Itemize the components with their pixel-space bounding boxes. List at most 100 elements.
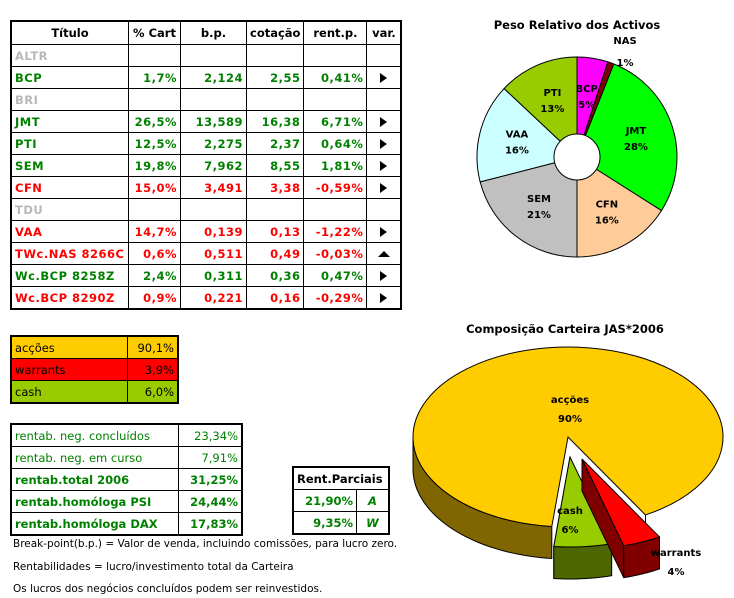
composition-label: warrants — [10, 358, 128, 381]
cell-pct-cart: 12,5% — [128, 132, 181, 155]
rentability-row: rentab. neg. concluídos 23,34% — [10, 423, 243, 447]
cell-cotacao: 8,55 — [245, 154, 305, 177]
pie1-label-value: 5% — [578, 100, 595, 111]
partial-value: 21,90% — [292, 489, 357, 512]
composition-value: 6,0% — [127, 380, 179, 404]
pie1-slice-cfn — [576, 156, 663, 258]
table-row: BRI — [10, 88, 402, 111]
composition-row: cash 6,0% — [10, 380, 179, 404]
note-lucros: Os lucros dos negócios concluídos podem … — [13, 583, 323, 595]
cell-bp: 0,311 — [180, 264, 247, 287]
cell-bp: 0,139 — [180, 220, 247, 243]
pie1-label-value: 28% — [624, 142, 648, 153]
pie2-slice-acoes — [412, 346, 724, 528]
cell-var — [366, 176, 402, 199]
cell-bp: 2,124 — [180, 66, 247, 89]
cell-pct-cart: 2,4% — [128, 264, 181, 287]
pie1-label-value: 13% — [540, 104, 564, 115]
pie1-label-category: JMT — [625, 126, 647, 137]
table-row: CFN 15,0% 3,491 3,38 -0,59% — [10, 176, 402, 199]
pie2-side-cash — [553, 543, 613, 580]
rentability-value: 17,83% — [178, 512, 243, 536]
triangle-right-icon — [380, 73, 388, 83]
pie1-slice-vaa — [476, 87, 579, 183]
pie2-slice-warrants — [581, 458, 661, 547]
pie1-slice-jmt — [576, 63, 678, 212]
triangle-right-icon — [380, 271, 388, 281]
composition-row: acções 90,1% — [10, 335, 179, 359]
cell-pct-cart: 15,0% — [128, 176, 181, 199]
rentability-value: 31,25% — [178, 468, 243, 491]
table-row: Wc.BCP 8258Z 2,4% 0,311 0,36 0,47% — [10, 264, 402, 287]
pie1-slice-sem — [479, 156, 578, 258]
table-row: PTI 12,5% 2,275 2,37 0,64% — [10, 132, 402, 155]
cell-bp: 2,275 — [180, 132, 247, 155]
cell-pct-cart: 14,7% — [128, 220, 181, 243]
composition-table: acções 90,1% warrants 3,9% cash 6,0% — [10, 335, 179, 404]
pie1-label-value: 1% — [617, 58, 634, 69]
rentability-row: rentab.homóloga DAX 17,83% — [10, 512, 243, 536]
rentability-table: rentab. neg. concluídos 23,34% rentab. neg… — [10, 423, 243, 536]
pie1-label-value: 16% — [505, 146, 529, 157]
pie2-label-value: 6% — [562, 525, 579, 536]
table-row: Wc.BCP 8290Z 0,9% 0,221 0,16 -0,29% — [10, 286, 402, 310]
cell-rent-p: -1,22% — [303, 220, 368, 243]
pie2-label-category: warrants — [651, 548, 701, 559]
triangle-right-icon — [380, 161, 388, 171]
pie1-label-category: PTI — [543, 88, 561, 99]
pie2-label-value: 4% — [668, 567, 685, 578]
pie2-title: Composição Carteira JAS*2006 — [466, 322, 664, 336]
cell-cotacao: 16,38 — [245, 110, 305, 133]
pie1-label-value: 21% — [527, 210, 551, 221]
pie2-label-value: 90% — [558, 414, 582, 425]
rentability-row: rentab.homóloga PSI 24,44% — [10, 490, 243, 513]
cell-bp: 3,491 — [180, 176, 247, 199]
pie2-label-category: cash — [557, 506, 583, 517]
table-row: TWc.NAS 8266C 0,6% 0,511 0,49 -0,03% — [10, 242, 402, 265]
pie1-chart: BCP 5% NAS 1% JMT 28% CFN 16% SEM 21% VAA 16% PTI 13% — [476, 36, 678, 258]
partial-row: 21,90% A — [292, 489, 390, 512]
cell-title: TDU — [10, 198, 129, 221]
partial-row: 9,35% W — [292, 511, 390, 535]
rentability-label: rentab.homóloga DAX — [10, 512, 179, 536]
triangle-right-icon — [380, 183, 388, 193]
cell-rent-p: 0,47% — [303, 264, 368, 287]
partial-code: A — [356, 489, 390, 512]
cell-cotacao: 0,36 — [245, 264, 305, 287]
pie1-label-value: 16% — [595, 215, 619, 226]
cell-title: BCP — [10, 66, 129, 89]
triangle-right-icon — [380, 117, 388, 127]
note-break-point: Break-point(b.p.) = Valor de venda, incl… — [13, 538, 398, 550]
partial-value: 9,35% — [292, 511, 357, 535]
pie2-chart: acções 90% warrants 4% cash 6% — [412, 346, 724, 580]
composition-row: warrants 3,9% — [10, 358, 179, 381]
pie1-title: Peso Relativo dos Activos — [494, 18, 661, 32]
triangle-right-icon — [380, 293, 388, 303]
cell-var — [366, 286, 402, 310]
rentability-value: 24,44% — [178, 490, 243, 513]
triangle-right-icon — [380, 227, 388, 237]
pie2-label-category: acções — [551, 395, 589, 406]
composition-label: acções — [10, 335, 128, 359]
composition-value: 3,9% — [127, 358, 179, 381]
cell-bp: 7,962 — [180, 154, 247, 177]
rentability-label: rentab.homóloga PSI — [10, 490, 179, 513]
cell-bp: 0,511 — [180, 242, 247, 265]
pie1-label-category: NAS — [613, 36, 636, 47]
triangle-right-icon — [380, 139, 388, 149]
pie1-label-category: BCP — [576, 84, 598, 95]
rentability-label: rentab.total 2006 — [10, 468, 179, 491]
portfolio-table: Título% Cart b.p. cotação rent.p. var. ALTR B… — [10, 20, 403, 310]
table-header-row: Título% Cart b.p. cotação rent.p. var. — [10, 20, 402, 45]
composition-label: cash — [10, 380, 128, 404]
cell-rent-p: -0,59% — [303, 176, 368, 199]
pie1-hole — [553, 133, 601, 181]
pie1-label-category: VAA — [506, 130, 529, 141]
header-pct-cart: % Cart — [128, 20, 181, 45]
pie1-label-category: CFN — [596, 199, 619, 210]
rentability-label: rentab. neg. concluídos — [10, 423, 179, 447]
cell-rent-p: 0,41% — [303, 66, 368, 89]
pie1-label-category: SEM — [527, 194, 551, 205]
partial-rentability-table: Rent.Parciais 21,90% A 9,35% W — [292, 466, 390, 535]
